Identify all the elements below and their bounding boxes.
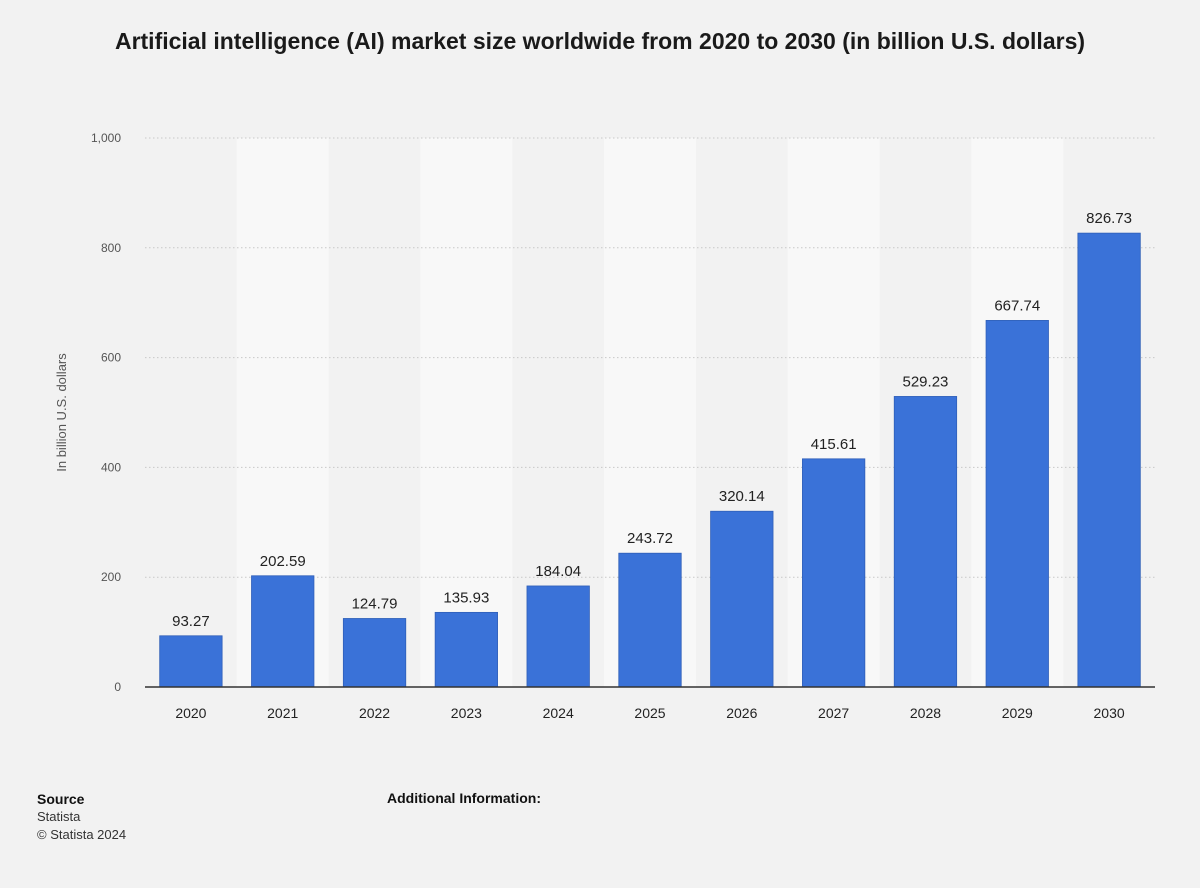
- chart-title: Artificial intelligence (AI) market size…: [114, 28, 1086, 54]
- bar: [159, 635, 223, 688]
- bar: [985, 320, 1049, 688]
- column-band: [420, 138, 513, 687]
- y-tick-label: 800: [101, 241, 121, 255]
- bar-value-label: 826.73: [1086, 210, 1132, 227]
- y-tick-label: 0: [114, 680, 121, 694]
- x-tick-label: 2027: [818, 705, 849, 721]
- x-tick-label: 2030: [1094, 705, 1125, 721]
- bar-value-label: 415.61: [811, 436, 857, 453]
- bar-value-label: 202.59: [260, 553, 306, 570]
- bar: [251, 575, 315, 688]
- bar: [802, 458, 866, 688]
- bar: [1077, 232, 1141, 688]
- bar-value-label: 124.79: [352, 595, 398, 612]
- source-name[interactable]: Statista: [37, 809, 81, 824]
- bar: [710, 510, 774, 688]
- bar: [434, 611, 498, 688]
- bar: [893, 396, 958, 688]
- bar-chart: 0 200 400 600 800 1,000 In billion U.S. dollar…: [54, 131, 1155, 721]
- x-tick-label: 2024: [543, 705, 574, 721]
- bar-value-label: 320.14: [719, 488, 765, 505]
- bar-value-label: 529.23: [903, 373, 949, 390]
- y-tick-label: 400: [101, 460, 121, 474]
- x-tick-label: 2029: [1002, 705, 1033, 721]
- bar-value-label: 184.04: [535, 563, 581, 580]
- x-tick-label: 2021: [267, 705, 298, 721]
- y-tick-label: 600: [101, 351, 121, 365]
- x-tick-label: 2025: [634, 705, 665, 721]
- y-tick-label: 1,000: [91, 131, 121, 145]
- x-tick-label: 2026: [726, 705, 757, 721]
- bar: [526, 585, 590, 688]
- bar-value-label: 135.93: [443, 589, 489, 606]
- source-block: Source Statista © Statista 2024: [37, 790, 126, 844]
- additional-information-label[interactable]: Additional Information:: [387, 790, 541, 806]
- x-tick-label: 2022: [359, 705, 390, 721]
- bar: [342, 618, 407, 688]
- bar-value-label: 667.74: [994, 297, 1040, 314]
- bar-value-label: 243.72: [627, 530, 673, 547]
- x-tick-label: 2028: [910, 705, 941, 721]
- y-tick-label: 200: [101, 570, 121, 584]
- bar: [618, 552, 682, 688]
- y-axis-label: In billion U.S. dollars: [54, 353, 69, 472]
- x-tick-label: 2020: [175, 705, 206, 721]
- source-heading: Source: [37, 791, 85, 807]
- bar-value-label: 93.27: [172, 613, 210, 630]
- x-tick-label: 2023: [451, 705, 482, 721]
- copyright-text: © Statista 2024: [37, 827, 127, 842]
